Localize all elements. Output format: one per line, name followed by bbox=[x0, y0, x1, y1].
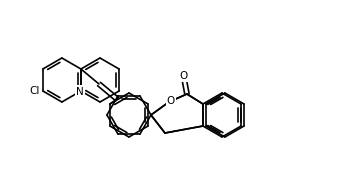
Text: O: O bbox=[167, 96, 175, 106]
Text: O: O bbox=[180, 71, 188, 81]
Text: Cl: Cl bbox=[29, 86, 40, 96]
Text: N: N bbox=[76, 87, 84, 97]
